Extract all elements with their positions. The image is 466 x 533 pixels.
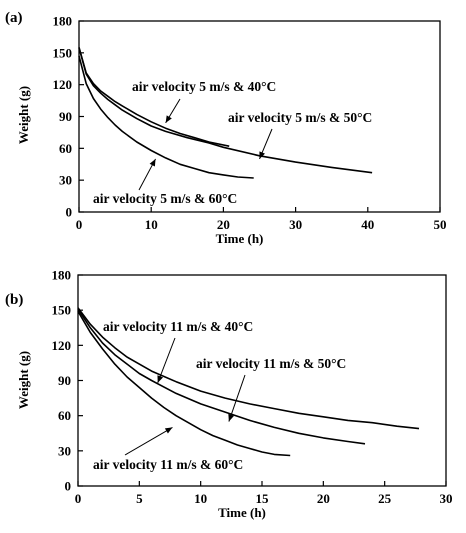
y-tick-label: 120 xyxy=(52,338,72,353)
y-tick-label: 90 xyxy=(58,373,71,388)
x-axis-label: Time (h) xyxy=(216,231,264,246)
y-tick-label: 90 xyxy=(59,109,72,124)
annotation-arrowhead xyxy=(157,375,164,383)
series-line-1 xyxy=(78,47,230,147)
annotation-arrow-line xyxy=(157,337,176,384)
x-tick-label: 50 xyxy=(434,217,447,232)
panel-label: (a) xyxy=(5,10,23,26)
y-tick-label: 60 xyxy=(58,408,71,423)
x-tick-label: 20 xyxy=(317,491,330,506)
x-tick-label: 0 xyxy=(76,217,83,232)
y-tick-label: 30 xyxy=(59,173,72,188)
panel-label: (b) xyxy=(5,292,23,308)
annotation-label: air velocity 5 m/s & 60°C xyxy=(93,191,237,206)
y-tick-label: 180 xyxy=(53,14,73,29)
annotation-label: air velocity 11 m/s & 50°C xyxy=(196,356,346,371)
annotation-arrowhead xyxy=(149,158,156,167)
series-line-1 xyxy=(77,307,420,430)
series-line-2 xyxy=(77,308,366,445)
y-axis-label: Weight (g) xyxy=(16,351,31,409)
annotation-arrow-line xyxy=(124,426,173,456)
annotation-arrowhead xyxy=(165,115,172,123)
annotation-arrowhead xyxy=(228,413,235,422)
chart-panel-b: 0 30 60 90 120 150 180 0 5 10 15 20 25 30 Time (h) Weig… xyxy=(5,268,453,521)
series-line-3 xyxy=(77,310,291,457)
series-line-2 xyxy=(78,47,373,174)
chart-panel-a: 0 30 60 90 120 150 180 0 10 20 30 40 50 Time (h) Weigh… xyxy=(5,10,447,246)
x-tick-label: 30 xyxy=(289,217,302,232)
y-tick-label: 60 xyxy=(59,141,72,156)
annotation-label: air velocity 5 m/s & 40°C xyxy=(132,79,276,94)
annotation-label: air velocity 11 m/s & 40°C xyxy=(103,319,253,334)
x-axis-label: Time (h) xyxy=(218,505,266,520)
y-tick-label: 0 xyxy=(65,479,72,494)
annotation-arrowhead xyxy=(164,427,173,434)
y-tick-label: 120 xyxy=(53,77,73,92)
annotation-arrow-line xyxy=(228,374,246,422)
annotation-arrowhead xyxy=(259,151,265,159)
x-tick-label: 40 xyxy=(361,217,374,232)
y-tick-label: 180 xyxy=(52,268,72,283)
x-tick-label: 15 xyxy=(256,491,270,506)
plot-frame xyxy=(77,274,447,487)
x-tick-label: 10 xyxy=(145,217,158,232)
y-axis-label: Weight (g) xyxy=(16,86,31,144)
series-line-3 xyxy=(78,55,254,179)
x-tick-label: 10 xyxy=(194,491,207,506)
x-tick-label: 20 xyxy=(217,217,230,232)
y-tick-label: 0 xyxy=(66,205,73,220)
x-tick-label: 30 xyxy=(440,491,453,506)
annotation-label: air velocity 5 m/s & 50°C xyxy=(228,110,372,125)
x-tick-label: 0 xyxy=(75,491,82,506)
x-tick-label: 25 xyxy=(378,491,392,506)
x-tick-label: 5 xyxy=(136,491,143,506)
y-tick-label: 150 xyxy=(52,303,72,318)
y-tick-label: 30 xyxy=(58,443,71,458)
annotation-label: air velocity 11 m/s & 60°C xyxy=(93,457,243,472)
y-tick-label: 150 xyxy=(53,45,73,60)
